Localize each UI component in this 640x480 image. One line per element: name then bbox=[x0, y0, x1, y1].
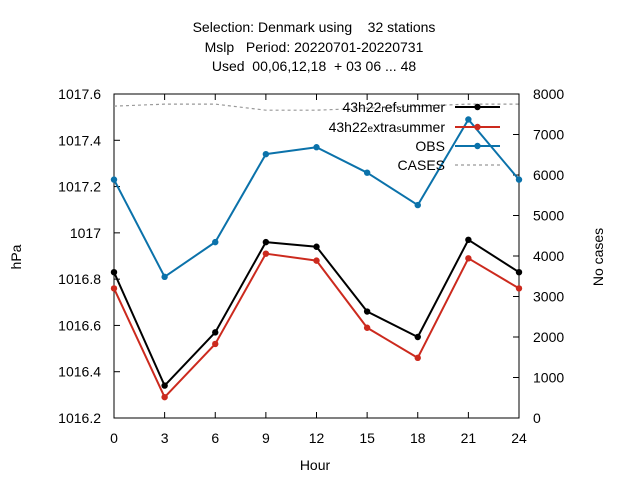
series-2-point bbox=[465, 116, 472, 123]
chart-title: Selection: Denmark using 32 stations Msl… bbox=[193, 19, 436, 74]
title-line-3: Used 00,06,12,18 + 03 06 ... 48 bbox=[212, 58, 417, 74]
series-0-point bbox=[110, 269, 118, 276]
legend-label: OBS bbox=[415, 138, 445, 154]
series-3-line bbox=[113, 103, 519, 111]
series-2-line bbox=[113, 118, 520, 278]
y-tick-label: 1017.4 bbox=[58, 132, 101, 148]
x-tick-label: 6 bbox=[211, 430, 219, 446]
y2-tick-label: 8000 bbox=[533, 86, 564, 102]
series-2-point bbox=[110, 176, 118, 183]
x-tick-label: 3 bbox=[161, 430, 169, 446]
series-2-point bbox=[161, 273, 168, 281]
series-2-point bbox=[414, 201, 421, 209]
legend-label: 43h22extrasummer bbox=[329, 119, 446, 135]
y-tick-label: 1016.4 bbox=[58, 364, 101, 380]
legend-label-part: xtra bbox=[373, 119, 397, 135]
series-1-point bbox=[212, 340, 219, 348]
y2-tick-label: 7000 bbox=[533, 127, 564, 143]
series-0-point bbox=[515, 269, 523, 276]
legend-label-part: r bbox=[381, 104, 385, 115]
title-line-1: Selection: Denmark using 32 stations bbox=[193, 19, 436, 35]
series-2-point bbox=[262, 150, 270, 158]
series-0-point bbox=[212, 329, 219, 336]
y2-tick-label: 4000 bbox=[533, 248, 564, 264]
y2-tick-label: 1000 bbox=[533, 370, 564, 386]
y-tick-label: 1016.8 bbox=[58, 271, 101, 287]
series-1-point bbox=[110, 285, 118, 292]
series-0-point bbox=[313, 243, 320, 250]
series-2-point bbox=[212, 238, 219, 246]
series-1-point bbox=[262, 250, 270, 257]
x-tick-label: 9 bbox=[262, 430, 270, 446]
legend-label-part: ummer bbox=[401, 99, 445, 115]
legend-label-part: s bbox=[396, 104, 401, 115]
series-1-point bbox=[363, 324, 371, 331]
legend-label-part: 43h22 bbox=[342, 99, 381, 115]
plot-frame bbox=[113, 93, 520, 419]
legend-swatch-point bbox=[474, 123, 481, 131]
y-tick-label: 1016.2 bbox=[58, 410, 101, 426]
y2-axis-label: No cases bbox=[590, 228, 606, 286]
y2-tick-label: 0 bbox=[533, 410, 541, 426]
y-tick-label: 1017 bbox=[70, 225, 101, 241]
y-tick-label: 1017.6 bbox=[58, 86, 101, 102]
x-tick-label: 21 bbox=[461, 430, 477, 446]
series-1-point bbox=[414, 354, 421, 362]
y-tick-label: 1016.6 bbox=[58, 317, 101, 333]
legend-label: 43h22refsummer bbox=[342, 99, 445, 115]
y2-tick-label: 6000 bbox=[533, 167, 564, 183]
series-1-point bbox=[161, 393, 168, 401]
legend-label-part: 43h22 bbox=[329, 119, 368, 135]
legend-label-part: e bbox=[368, 124, 374, 135]
legend-swatch-point bbox=[474, 142, 481, 150]
y-axis-label: hPa bbox=[8, 244, 24, 269]
series-0-point bbox=[262, 238, 270, 246]
y-tick-label: 1017.2 bbox=[58, 179, 101, 195]
y2-tick-label: 3000 bbox=[533, 289, 564, 305]
series-1-point bbox=[515, 285, 523, 292]
y2-tick-label: 5000 bbox=[533, 208, 564, 224]
legend-label-part: s bbox=[396, 124, 401, 135]
series-2-point bbox=[313, 144, 320, 151]
plot-area: 0 3 6 9 12 15 18 21 24 1016.2 1016.4 1016.6 1016.8 10… bbox=[58, 86, 564, 446]
legend-swatch-point bbox=[474, 103, 481, 111]
x-tick-label: 12 bbox=[309, 430, 325, 446]
series-1-point bbox=[465, 255, 472, 262]
x-tick-label: 18 bbox=[410, 430, 426, 446]
series-0-point bbox=[414, 333, 421, 341]
x-axis-label: Hour bbox=[300, 457, 331, 473]
series-0-point bbox=[465, 236, 472, 243]
series-0-point bbox=[363, 308, 371, 315]
series-2-point bbox=[363, 169, 371, 176]
legend-label-part: ef bbox=[385, 99, 397, 115]
x-tick-label: 15 bbox=[359, 430, 375, 446]
legend-label-part: ummer bbox=[401, 119, 445, 135]
x-tick-label: 0 bbox=[110, 430, 118, 446]
series-2-point bbox=[515, 176, 523, 183]
series-1-point bbox=[313, 257, 320, 264]
legend-label: CASES bbox=[398, 157, 445, 173]
title-line-2: Mslp Period: 20220701-20220731 bbox=[205, 39, 424, 55]
y2-tick-label: 2000 bbox=[533, 329, 564, 345]
x-tick-label: 24 bbox=[511, 430, 527, 446]
series-0-point bbox=[161, 382, 168, 389]
